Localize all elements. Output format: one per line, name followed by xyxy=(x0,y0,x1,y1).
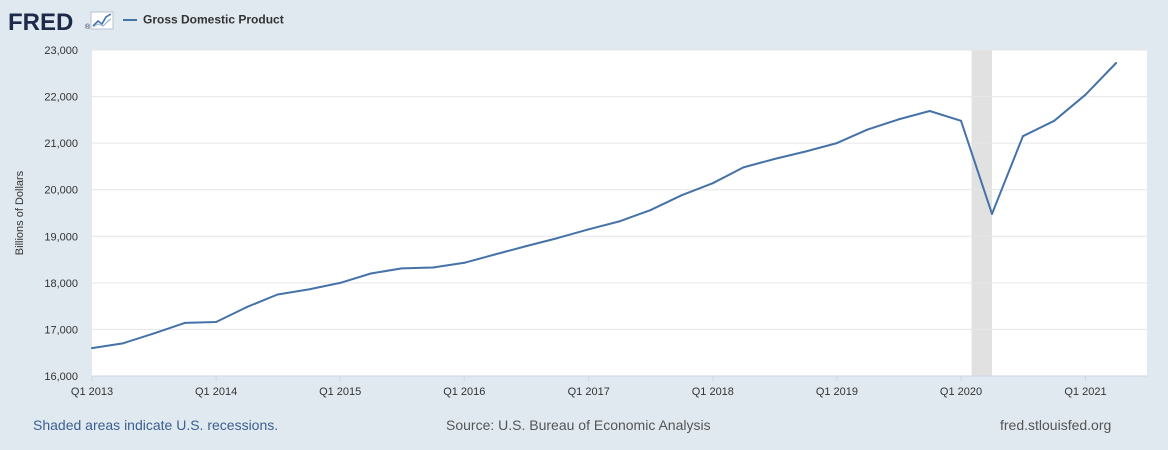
data-point xyxy=(866,128,869,131)
x-tick-label: Q1 2020 xyxy=(940,386,982,398)
fred-logo-registered: ® xyxy=(85,23,91,31)
data-point xyxy=(773,157,776,160)
fred-logo-chart-icon xyxy=(90,11,114,30)
source-note: Source: U.S. Bureau of Economic Analysis xyxy=(446,417,711,433)
data-point xyxy=(152,332,155,335)
y-axis-label: Billions of Dollars xyxy=(14,170,26,255)
data-point xyxy=(649,209,652,212)
data-point xyxy=(525,245,528,248)
x-tick-label: Q1 2013 xyxy=(71,386,113,398)
fred-logo-text[interactable]: FRED xyxy=(8,9,73,36)
data-point xyxy=(711,182,714,185)
data-point xyxy=(1053,119,1056,122)
y-tick-label: 23,000 xyxy=(44,45,78,57)
data-point xyxy=(276,293,279,296)
fred-site-link[interactable]: fred.stlouisfed.org xyxy=(1000,417,1112,433)
x-tick-label: Q1 2015 xyxy=(319,386,361,398)
data-point xyxy=(121,342,124,345)
x-tick-label: Q1 2017 xyxy=(568,386,610,398)
data-point xyxy=(1115,62,1118,65)
data-point xyxy=(245,306,248,309)
data-point xyxy=(432,266,435,269)
data-point xyxy=(835,142,838,145)
y-tick-label: 16,000 xyxy=(44,371,78,383)
x-tick-label: Q1 2019 xyxy=(816,386,858,398)
data-point xyxy=(215,320,218,323)
data-point xyxy=(742,166,745,169)
y-tick-label: 18,000 xyxy=(44,278,78,290)
y-tick-label: 20,000 xyxy=(44,185,78,197)
recession-note-link[interactable]: Shaded areas indicate U.S. recessions. xyxy=(33,417,279,433)
data-point xyxy=(556,237,559,240)
data-point xyxy=(618,220,621,223)
data-point xyxy=(680,194,683,197)
y-tick-label: 19,000 xyxy=(44,231,78,243)
data-point xyxy=(928,110,931,113)
data-point xyxy=(400,267,403,270)
y-tick-label: 22,000 xyxy=(44,92,78,104)
data-point xyxy=(369,272,372,275)
data-point xyxy=(307,288,310,291)
x-tick-label: Q1 2018 xyxy=(692,386,734,398)
legend-label[interactable]: Gross Domestic Product xyxy=(143,13,284,27)
x-tick-label: Q1 2021 xyxy=(1064,386,1106,398)
data-point xyxy=(960,119,963,122)
data-point xyxy=(339,281,342,284)
data-point xyxy=(463,261,466,264)
plot-area xyxy=(92,50,1147,376)
y-tick-label: 17,000 xyxy=(44,324,78,336)
data-point xyxy=(1021,135,1024,138)
data-point xyxy=(183,321,186,324)
data-point xyxy=(990,212,993,215)
data-point xyxy=(587,228,590,231)
x-tick-label: Q1 2016 xyxy=(443,386,485,398)
data-point xyxy=(804,150,807,153)
data-point xyxy=(1084,93,1087,96)
data-point xyxy=(897,118,900,121)
data-point xyxy=(494,253,497,256)
recession-band xyxy=(971,50,992,376)
data-point xyxy=(91,347,93,350)
x-tick-label: Q1 2014 xyxy=(195,386,237,398)
y-tick-label: 21,000 xyxy=(44,138,78,150)
series-line xyxy=(91,62,1117,350)
